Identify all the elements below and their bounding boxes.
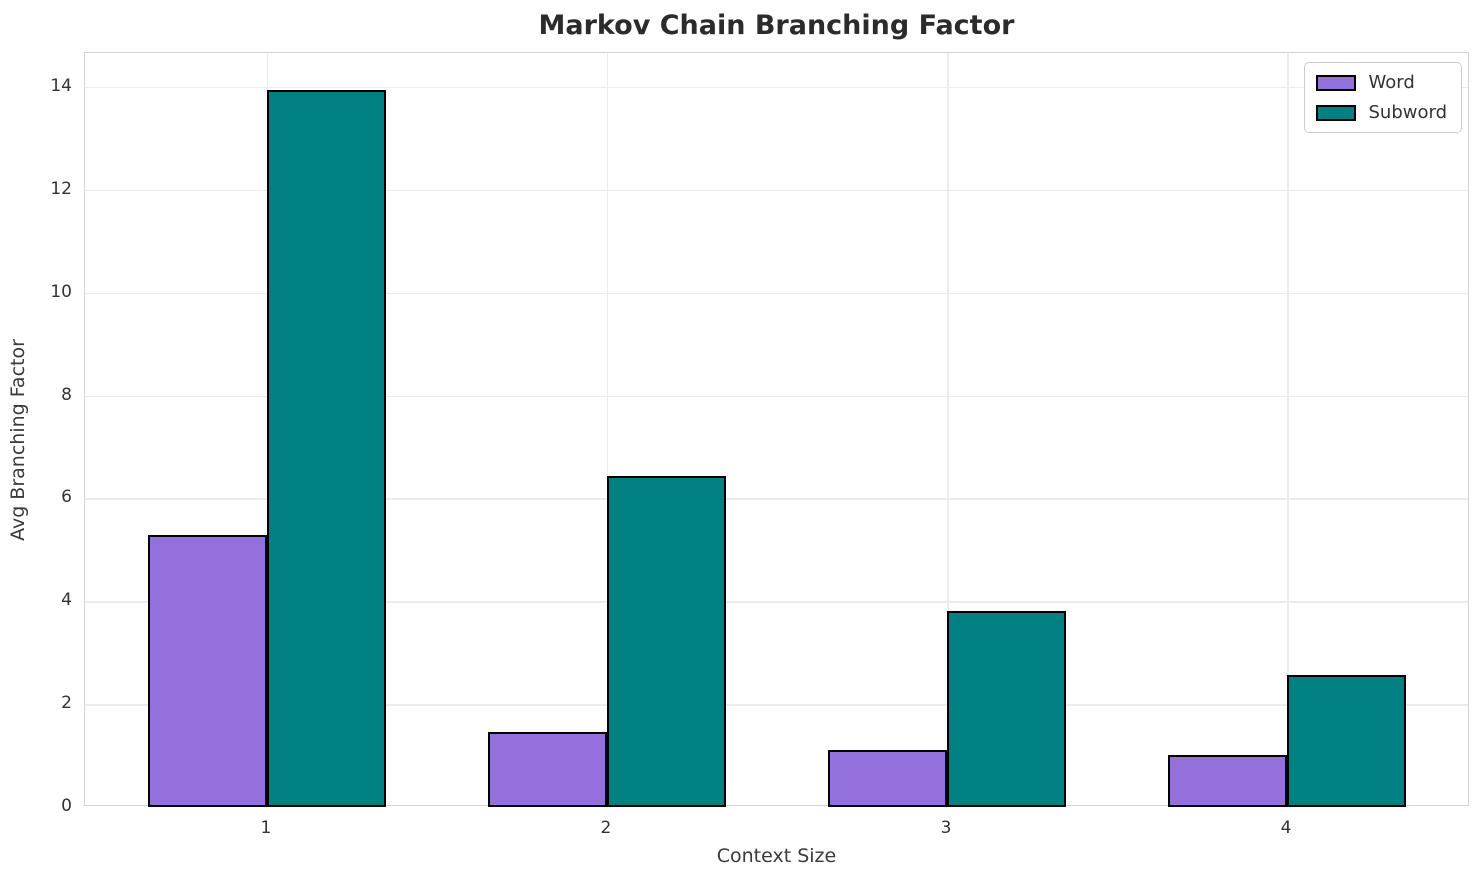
legend-label-word: Word [1368,72,1415,93]
y-tick-label: 14 [50,75,72,96]
gridline-horizontal [85,189,1468,192]
gridline-vertical [1287,53,1289,805]
legend-item-subword: Subword [1316,102,1447,123]
y-tick-label: 0 [61,796,72,816]
y-tick-label: 12 [50,178,72,199]
gridline-vertical [947,53,949,805]
bar-word-context-3 [827,750,947,807]
y-tick-label: 8 [61,384,72,405]
x-tick-label: 1 [260,818,272,838]
gridline-horizontal [85,498,1468,500]
subword-swatch-icon [1316,104,1357,121]
y-tick-label: 10 [50,281,72,302]
x-axis-label: Context Size [716,845,837,867]
x-tick-label: 2 [600,818,612,838]
x-tick-label: 4 [1280,818,1292,838]
gridline-horizontal [85,704,1468,706]
y-tick-label: 2 [61,693,72,714]
plot-area [84,52,1469,807]
gridline-horizontal [85,601,1468,603]
bar-subword-context-2 [606,476,726,807]
bar-subword-context-4 [1287,675,1407,807]
word-swatch-icon [1316,74,1357,91]
gridline-horizontal [85,395,1468,398]
bar-word-context-4 [1168,754,1288,807]
chart-title: Markov Chain Branching Factor [538,10,1015,41]
gridline-horizontal [85,86,1468,89]
bar-word-context-1 [147,535,267,807]
bar-subword-context-3 [947,610,1066,807]
bar-subword-context-1 [266,89,386,807]
y-tick-label: 6 [61,487,72,508]
legend: Word Subword [1304,62,1462,133]
gridline-horizontal [85,292,1468,295]
bar-word-context-2 [487,731,607,807]
y-axis-label: Avg Branching Factor [7,339,29,541]
gridline-vertical [606,53,609,805]
x-tick-label: 3 [940,818,952,838]
legend-item-word: Word [1316,72,1447,93]
y-tick-label: 4 [61,590,72,611]
legend-label-subword: Subword [1368,102,1447,123]
